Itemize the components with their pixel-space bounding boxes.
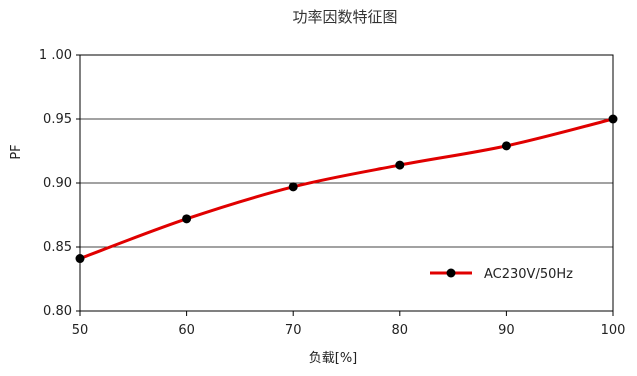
y-tick-label: 0.95	[43, 112, 72, 127]
x-tick-label: 50	[72, 323, 89, 338]
y-tick-label: 0.80	[43, 304, 72, 319]
series-line	[79, 117, 614, 260]
data-point	[608, 114, 618, 124]
series-group	[75, 114, 618, 264]
x-axis-ticks: 50 60 70 80 90 100	[72, 311, 626, 338]
data-point	[75, 254, 85, 264]
y-tick-label: 0.90	[43, 176, 72, 191]
data-point	[182, 214, 192, 224]
x-tick-label: 60	[178, 323, 195, 338]
legend: AC230V/50Hz	[430, 267, 573, 282]
data-point	[501, 141, 511, 151]
y-axis-label: PF	[9, 144, 24, 159]
legend-marker	[446, 268, 456, 278]
y-tick-label: 0.85	[43, 240, 72, 255]
y-axis-ticks: 0.80 0.85 0.90 0.95 1 .00	[39, 48, 80, 319]
x-axis-label: 负载[%]	[309, 351, 358, 366]
gridlines	[80, 118, 613, 248]
x-tick-label: 80	[392, 323, 409, 338]
y-tick-label: 1 .00	[39, 48, 72, 63]
data-point	[395, 160, 405, 170]
chart-title: 功率因数特征图	[292, 8, 397, 26]
x-tick-label: 90	[498, 323, 515, 338]
x-tick-label: 100	[601, 323, 626, 338]
x-tick-label: 70	[285, 323, 302, 338]
legend-label: AC230V/50Hz	[484, 267, 573, 282]
data-point	[288, 182, 298, 192]
